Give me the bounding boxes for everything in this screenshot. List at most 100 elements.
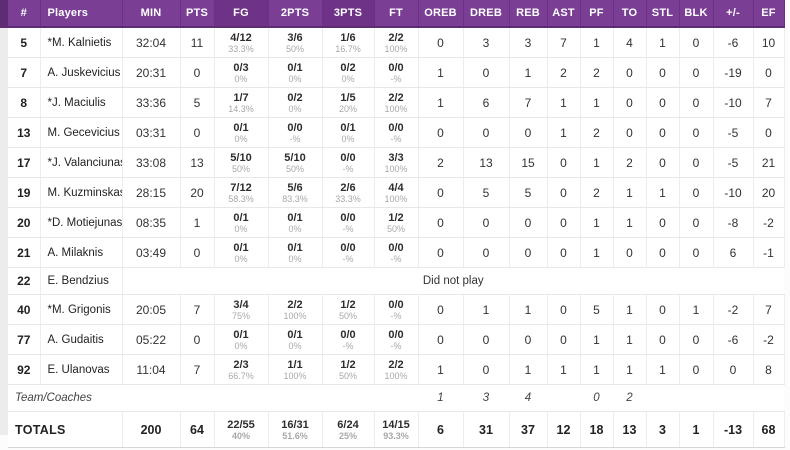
stat-reb: 0 xyxy=(509,237,548,268)
stat-dreb: 1 xyxy=(463,294,510,325)
stat-stl: 0 xyxy=(646,57,680,88)
minutes: 20:05 xyxy=(122,294,181,325)
three-pointers: 0/0 -% xyxy=(322,324,375,355)
player-number: 5 xyxy=(8,27,41,58)
stat-oreb: 0 xyxy=(418,207,464,238)
table-left-gutter xyxy=(0,28,8,435)
three-pointers: 1/5 20% xyxy=(322,87,375,118)
col-header-number: # xyxy=(8,0,41,28)
field-goals-percentage: 0% xyxy=(234,133,248,144)
stat-ast: 0 xyxy=(547,147,581,178)
two-pointers: 0/2 0% xyxy=(268,87,323,118)
three-pointers-made-attempted: 0/2 xyxy=(340,61,356,74)
stat-ast: 2 xyxy=(547,57,581,88)
stat-to: 1 xyxy=(613,324,647,355)
stat-to: 0 xyxy=(613,117,647,148)
stat-ast: 1 xyxy=(547,87,581,118)
two-pointers-percentage: 0% xyxy=(288,340,302,351)
two-pointers-made-attempted: 5/10 xyxy=(284,151,306,164)
free-throws-percentage: 50% xyxy=(386,223,405,234)
stat-ef: 8 xyxy=(753,354,785,385)
two-pointers: 1/1 100% xyxy=(268,354,323,385)
field-goals: 7/12 58.3% xyxy=(214,177,269,208)
points: 0 xyxy=(180,237,215,268)
stat-blk: 1 xyxy=(679,294,714,325)
three-pointers-made-attempted: 1/2 xyxy=(340,358,356,371)
player-row: 92 E. Ulanovas 11:04 7 2/3 66.7% 1/1 100% 1/2 50%… xyxy=(8,354,785,385)
free-throws-made-attempted: 3/3 xyxy=(388,151,404,164)
team-stat-ef xyxy=(753,384,784,412)
stat-reb: 1 xyxy=(509,294,548,325)
points: 1 xyxy=(180,207,215,238)
totals-field-goals-percentage: 40% xyxy=(231,430,250,441)
stat-oreb: 1 xyxy=(418,57,464,88)
stat-pf: 1 xyxy=(580,354,614,385)
field-goals: 1/7 14.3% xyxy=(214,87,269,118)
field-goals-made-attempted: 0/1 xyxy=(233,328,249,341)
three-pointers-made-attempted: 0/0 xyxy=(340,241,356,254)
stat-pm: -5 xyxy=(713,117,754,148)
col-header-dreb: DREB xyxy=(463,0,510,28)
stat-ef: -2 xyxy=(753,207,785,238)
player-number: 19 xyxy=(8,177,41,208)
stat-pm: 6 xyxy=(713,237,754,268)
player-number: 92 xyxy=(8,354,41,385)
free-throws-percentage: -% xyxy=(390,133,402,144)
two-pointers-made-attempted: 0/1 xyxy=(287,211,303,224)
team-stat-dreb: 3 xyxy=(463,384,509,412)
player-row: 19 M. Kuzminskas 28:15 20 7/12 58.3% 5/6 83.3% 2… xyxy=(8,177,785,208)
free-throws: 0/0 -% xyxy=(374,117,419,148)
two-pointers: 0/1 0% xyxy=(268,237,323,268)
did-not-play-note: Did not play xyxy=(122,267,784,295)
stat-stl: 1 xyxy=(646,27,680,58)
three-pointers-made-attempted: 0/0 xyxy=(340,211,356,224)
player-number: 77 xyxy=(8,324,41,355)
stat-to: 2 xyxy=(613,147,647,178)
player-name: A. Juskevicius xyxy=(40,57,123,88)
field-goals-made-attempted: 0/3 xyxy=(233,61,249,74)
totals-stat-stl: 3 xyxy=(646,411,680,448)
field-goals: 4/12 33.3% xyxy=(214,27,269,58)
player-number: 40 xyxy=(8,294,41,325)
free-throws-percentage: 100% xyxy=(384,193,408,204)
field-goals-percentage: 33.3% xyxy=(228,43,254,54)
player-name: M. Kuzminskas xyxy=(40,177,123,208)
minutes: 11:04 xyxy=(122,354,181,385)
totals-field-goals-made-attempted: 22/55 xyxy=(227,418,255,431)
three-pointers-percentage: 0% xyxy=(341,133,355,144)
stat-ast: 0 xyxy=(547,324,581,355)
field-goals-made-attempted: 1/7 xyxy=(233,91,249,104)
stat-dreb: 6 xyxy=(463,87,510,118)
player-name: E. Bendzius xyxy=(40,267,123,295)
stat-pf: 1 xyxy=(580,237,614,268)
team-row: Team/Coaches 1 3 4 0 2 xyxy=(8,384,784,412)
stat-pm: -10 xyxy=(713,87,754,118)
player-name: M. Gecevicius xyxy=(40,117,123,148)
two-pointers-made-attempted: 3/6 xyxy=(287,31,303,44)
stat-ef: 21 xyxy=(753,147,785,178)
stat-pf: 1 xyxy=(580,207,614,238)
field-goals-percentage: 14.3% xyxy=(228,103,254,114)
field-goals-percentage: 0% xyxy=(234,73,248,84)
header-left-edge xyxy=(0,0,8,28)
two-pointers-percentage: 0% xyxy=(288,253,302,264)
totals-minutes: 200 xyxy=(122,411,181,448)
two-pointers: 2/2 100% xyxy=(268,294,323,325)
col-header-blk: BLK xyxy=(679,0,714,28)
stat-blk: 0 xyxy=(679,237,714,268)
free-throws-made-attempted: 0/0 xyxy=(388,298,404,311)
team-ft xyxy=(374,384,418,412)
stats-table-body: 5 *M. Kalnietis 32:04 11 4/12 33.3% 3/6 50% 1/6 1… xyxy=(8,27,785,448)
field-goals-percentage: 66.7% xyxy=(228,370,254,381)
free-throws-made-attempted: 0/0 xyxy=(388,61,404,74)
free-throws: 0/0 -% xyxy=(374,57,419,88)
stat-stl: 0 xyxy=(646,147,680,178)
free-throws-made-attempted: 1/2 xyxy=(388,211,404,224)
field-goals-made-attempted: 3/4 xyxy=(233,298,249,311)
player-number: 21 xyxy=(8,237,41,268)
stat-ef: 0 xyxy=(753,57,785,88)
three-pointers-percentage: -% xyxy=(342,340,354,351)
free-throws: 1/2 50% xyxy=(374,207,419,238)
free-throws: 2/2 100% xyxy=(374,354,419,385)
stat-pm: 0 xyxy=(713,354,754,385)
